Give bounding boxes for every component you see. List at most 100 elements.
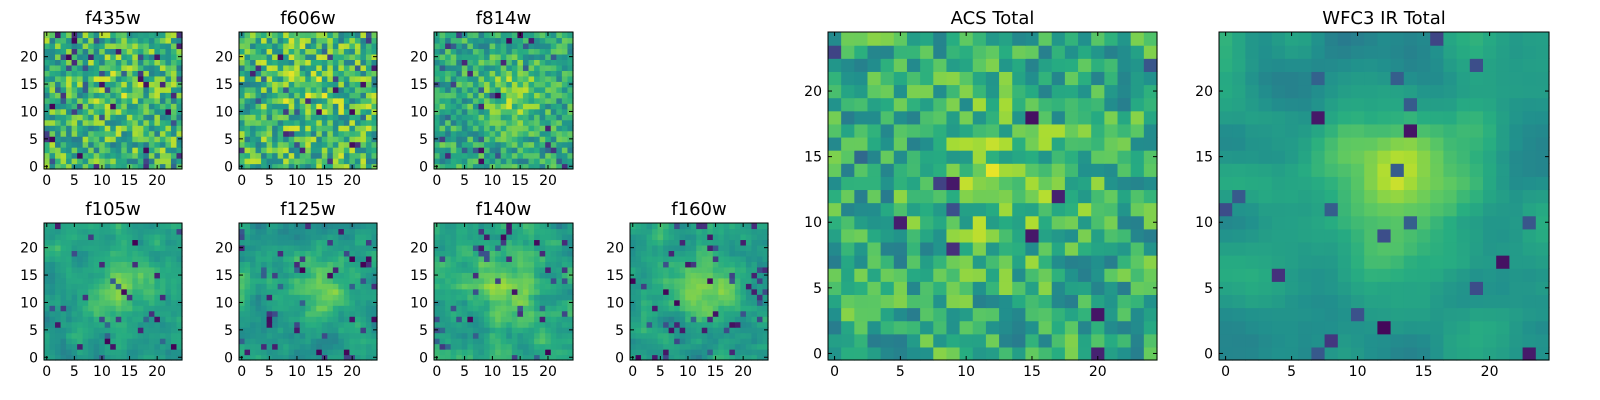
heatmap-cell — [44, 103, 51, 110]
heatmap-cell — [534, 158, 541, 165]
heatmap-cell — [539, 299, 546, 306]
heatmap-cell — [244, 86, 251, 93]
heatmap-cell — [159, 250, 167, 257]
heatmap-cell — [1012, 176, 1026, 191]
heatmap-cell — [360, 255, 367, 262]
heatmap-cell — [556, 321, 563, 328]
heatmap-cell — [170, 250, 178, 257]
heatmap-cell — [88, 343, 95, 350]
heatmap-cell — [646, 261, 653, 268]
heatmap-cell — [522, 81, 530, 88]
heatmap-cell — [365, 272, 373, 279]
heatmap-cell — [310, 321, 317, 328]
heatmap-cell — [66, 92, 73, 99]
heatmap-cell — [511, 244, 518, 251]
heatmap-cell — [266, 152, 273, 159]
heatmap-cell — [528, 48, 535, 55]
heatmap-cell — [110, 250, 117, 257]
heatmap-cell — [55, 136, 62, 143]
heatmap-cell — [506, 108, 513, 115]
heatmap-cell — [467, 332, 474, 339]
heatmap-cell — [126, 70, 133, 77]
heatmap-cell — [635, 283, 642, 290]
heatmap-cell — [360, 343, 367, 350]
heatmap-cell — [880, 281, 895, 295]
heatmap-cell — [641, 354, 648, 361]
heatmap-cell — [170, 233, 178, 241]
heatmap-cell — [261, 223, 268, 230]
heatmap-cell — [723, 239, 730, 246]
heatmap-cell — [277, 81, 284, 88]
panel-title: f435w — [85, 8, 140, 29]
heatmap-cell — [49, 141, 56, 148]
heatmap-cell — [550, 327, 557, 334]
heatmap-cell — [299, 223, 306, 230]
heatmap-cell — [456, 228, 463, 235]
heatmap-cell — [250, 97, 257, 104]
heatmap-cell — [434, 283, 441, 290]
heatmap-cell — [332, 233, 339, 241]
heatmap-cell — [154, 277, 161, 284]
heatmap-cell — [1038, 281, 1053, 295]
heatmap-cell — [734, 332, 741, 339]
heatmap-cell — [729, 272, 736, 279]
heatmap-cell — [450, 321, 457, 328]
heatmap-cell — [159, 53, 167, 60]
heatmap-cell — [261, 244, 268, 251]
heatmap-cell — [545, 239, 552, 246]
heatmap-cell — [511, 75, 518, 82]
heatmap-cell — [143, 255, 150, 262]
heatmap-cell — [60, 70, 67, 77]
heatmap-cell — [472, 316, 480, 323]
heatmap-cell — [534, 136, 541, 143]
heatmap-cell — [126, 321, 133, 328]
heatmap-cell — [674, 223, 681, 230]
heatmap-cell — [321, 228, 328, 235]
heatmap-cell — [920, 189, 934, 204]
heatmap-cell — [44, 338, 51, 345]
heatmap-cell — [250, 103, 257, 110]
heatmap-cell — [316, 277, 323, 284]
heatmap-cell — [305, 158, 312, 165]
heatmap-cell — [332, 81, 339, 88]
heatmap-cell — [561, 223, 569, 230]
heatmap-cell — [93, 81, 100, 88]
heatmap-cell — [239, 343, 246, 350]
heatmap-cell — [137, 42, 144, 50]
heatmap-cell — [762, 294, 769, 301]
heatmap-cell — [261, 92, 268, 99]
heatmap-cell — [729, 255, 736, 262]
heatmap-cell — [434, 294, 441, 301]
heatmap-cell — [445, 37, 452, 44]
heatmap-cell — [305, 228, 312, 235]
heatmap-cell — [349, 349, 356, 356]
heatmap-cell — [472, 233, 480, 241]
heatmap-cell — [439, 321, 446, 328]
heatmap-cell — [82, 294, 89, 301]
heatmap-cell — [1025, 333, 1040, 348]
heatmap-cell — [1012, 215, 1026, 230]
heatmap-cell — [310, 261, 317, 268]
heatmap-cell — [110, 114, 117, 121]
heatmap-cell — [165, 233, 172, 241]
heatmap-cell — [539, 130, 546, 137]
heatmap-cell — [434, 343, 441, 350]
heatmap-cell — [277, 147, 284, 154]
heatmap-cell — [371, 250, 378, 257]
heatmap-cell — [679, 332, 686, 339]
heatmap-cell — [332, 338, 339, 345]
heatmap-cell — [104, 75, 111, 82]
heatmap-cell — [143, 338, 150, 345]
heatmap-cell — [143, 327, 150, 334]
heatmap-cell — [1012, 268, 1026, 282]
heatmap-cell — [121, 299, 128, 306]
heatmap-cell — [641, 310, 648, 317]
heatmap-cell — [511, 64, 518, 71]
heatmap-cell — [255, 92, 262, 99]
heatmap-cell — [121, 97, 128, 104]
heatmap-cell — [283, 147, 290, 154]
heatmap-cell — [165, 103, 172, 110]
heatmap-cell — [489, 114, 496, 121]
heatmap-cell — [148, 338, 155, 345]
heatmap-cell — [283, 108, 290, 115]
